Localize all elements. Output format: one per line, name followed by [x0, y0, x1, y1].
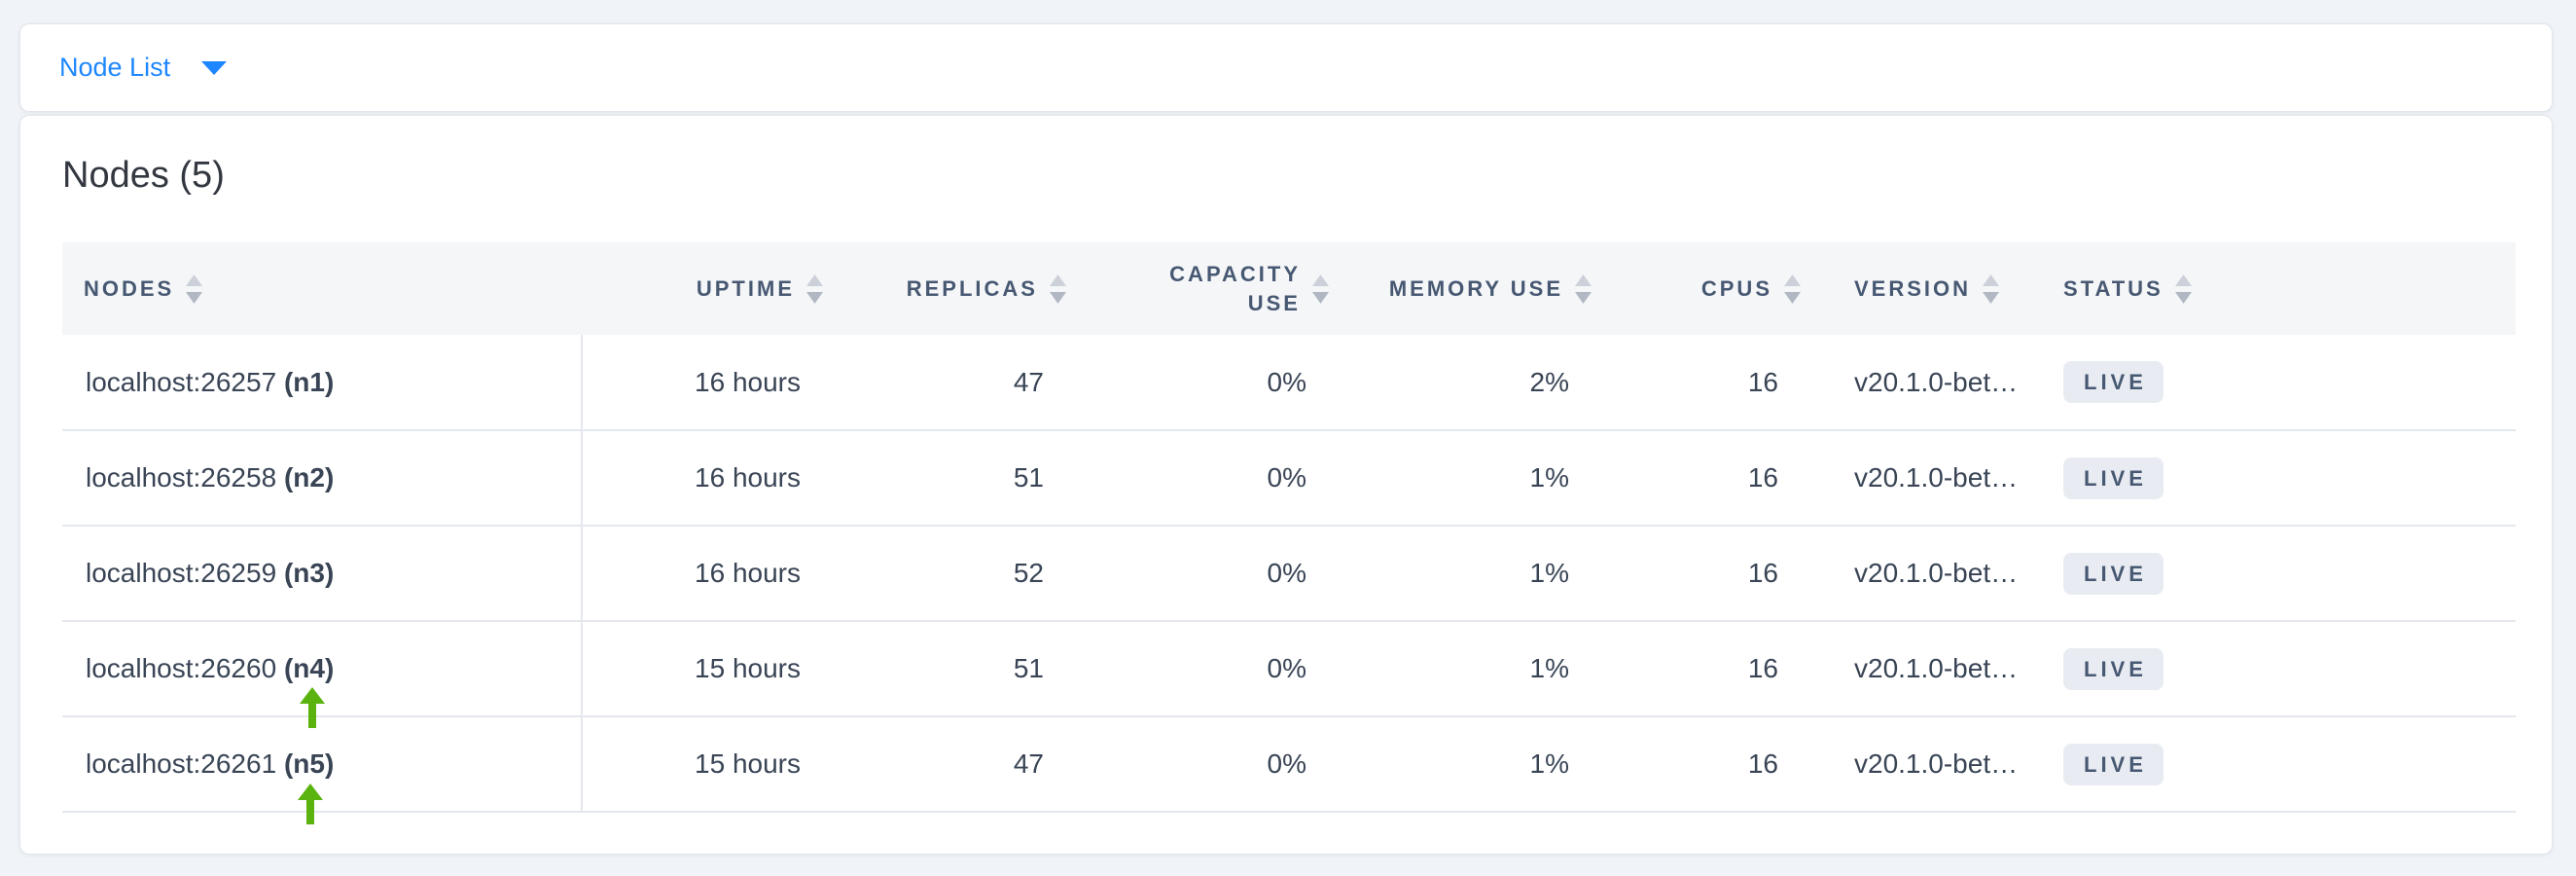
uptime-cell: 16 hours: [582, 526, 838, 622]
replicas-cell: 47: [838, 716, 1081, 813]
version-cell: v20.1.0-bet…: [1815, 526, 2024, 622]
node-address: localhost:26260: [86, 653, 277, 683]
sort-icon[interactable]: [186, 274, 203, 304]
cpus-cell: 16: [1606, 526, 1815, 622]
version-cell: v20.1.0-bet…: [1815, 335, 2024, 431]
table-row: localhost:26259 (n3) 16 hours 52 0% 1% 1…: [62, 526, 2516, 622]
node-name: (n2): [283, 462, 335, 493]
memory-use-cell: 1%: [1343, 621, 1606, 717]
nodes-card: Nodes (5) NODES UPT: [19, 115, 2553, 855]
memory-use-cell: 1%: [1343, 716, 1606, 813]
replicas-cell: 51: [838, 621, 1081, 717]
sort-icon[interactable]: [1784, 274, 1801, 304]
page-title: Nodes (5): [62, 155, 225, 196]
column-header-nodes[interactable]: NODES: [62, 242, 582, 335]
uptime-cell: 15 hours: [582, 621, 838, 717]
capacity-use-cell: 0%: [1081, 526, 1343, 622]
sort-icon[interactable]: [2174, 274, 2192, 304]
uptime-cell: 16 hours: [582, 430, 838, 527]
node-name: (n4): [283, 653, 335, 683]
capacity-use-cell: 0%: [1081, 621, 1343, 717]
table-header-row: NODES UPTIME REPLICAS: [62, 242, 2516, 335]
node-address: localhost:26259: [86, 558, 277, 588]
table-row: localhost:26261 (n5) 15 hours 47 0% 1% 1…: [62, 716, 2516, 813]
column-header-uptime[interactable]: UPTIME: [582, 242, 838, 335]
capacity-use-cell: 0%: [1081, 430, 1343, 527]
version-cell: v20.1.0-bet…: [1815, 716, 2024, 813]
sort-icon[interactable]: [1312, 274, 1329, 304]
replicas-cell: 52: [838, 526, 1081, 622]
node-name: (n1): [283, 366, 335, 397]
node-address-cell: localhost:26258 (n2): [62, 430, 583, 527]
node-address-cell: localhost:26260 (n4): [62, 621, 583, 717]
column-header-memory-use[interactable]: MEMORY USE: [1343, 242, 1606, 335]
column-header-version[interactable]: VERSION: [1815, 242, 2024, 335]
status-badge: LIVE: [2063, 456, 2164, 499]
nodes-table: NODES UPTIME REPLICAS: [62, 242, 2516, 813]
node-address: localhost:26261: [86, 748, 277, 779]
status-badge: LIVE: [2063, 743, 2164, 785]
sort-icon[interactable]: [1575, 274, 1592, 304]
status-badge: LIVE: [2063, 361, 2164, 403]
view-selector-label: Node List: [59, 53, 171, 82]
node-name: (n5): [283, 748, 335, 779]
version-cell: v20.1.0-bet…: [1815, 621, 2024, 717]
table-row: localhost:26258 (n2) 16 hours 51 0% 1% 1…: [62, 430, 2516, 527]
cpus-cell: 16: [1606, 716, 1815, 813]
node-address-cell: localhost:26257 (n1): [62, 335, 583, 431]
uptime-cell: 16 hours: [582, 335, 838, 431]
view-selector-dropdown[interactable]: Node List: [59, 24, 228, 111]
node-name: (n3): [283, 558, 335, 588]
node-address-cell: localhost:26261 (n5): [62, 716, 583, 813]
capacity-use-cell: 0%: [1081, 335, 1343, 431]
node-address: localhost:26258: [86, 462, 277, 493]
memory-use-cell: 1%: [1343, 430, 1606, 527]
replicas-cell: 47: [838, 335, 1081, 431]
column-header-replicas[interactable]: REPLICAS: [838, 242, 1081, 335]
view-selector-bar: Node List: [19, 23, 2553, 112]
table-row: localhost:26260 (n4) 15 hours 51 0% 1% 1…: [62, 621, 2516, 717]
status-badge: LIVE: [2063, 647, 2164, 690]
status-cell: LIVE: [2024, 526, 2516, 622]
chevron-down-icon[interactable]: [201, 60, 228, 75]
status-badge: LIVE: [2063, 552, 2164, 595]
capacity-use-cell: 0%: [1081, 716, 1343, 813]
status-cell: LIVE: [2024, 716, 2516, 813]
memory-use-cell: 1%: [1343, 526, 1606, 622]
column-header-capacity-use[interactable]: CAPACITY USE: [1081, 242, 1343, 335]
replicas-cell: 51: [838, 430, 1081, 527]
status-cell: LIVE: [2024, 430, 2516, 527]
status-cell: LIVE: [2024, 621, 2516, 717]
sort-icon[interactable]: [806, 274, 823, 304]
cpus-cell: 16: [1606, 335, 1815, 431]
cpus-cell: 16: [1606, 621, 1815, 717]
version-cell: v20.1.0-bet…: [1815, 430, 2024, 527]
column-header-status[interactable]: STATUS: [2024, 242, 2516, 335]
cpus-cell: 16: [1606, 430, 1815, 527]
sort-icon[interactable]: [1050, 274, 1066, 304]
node-address: localhost:26257: [86, 366, 277, 397]
memory-use-cell: 2%: [1343, 335, 1606, 431]
status-cell: LIVE: [2024, 335, 2516, 431]
table-row: localhost:26257 (n1) 16 hours 47 0% 2% 1…: [62, 335, 2516, 431]
sort-icon[interactable]: [1983, 274, 2000, 304]
column-header-cpus[interactable]: CPUS: [1606, 242, 1815, 335]
uptime-cell: 15 hours: [582, 716, 838, 813]
node-address-cell: localhost:26259 (n3): [62, 526, 583, 622]
